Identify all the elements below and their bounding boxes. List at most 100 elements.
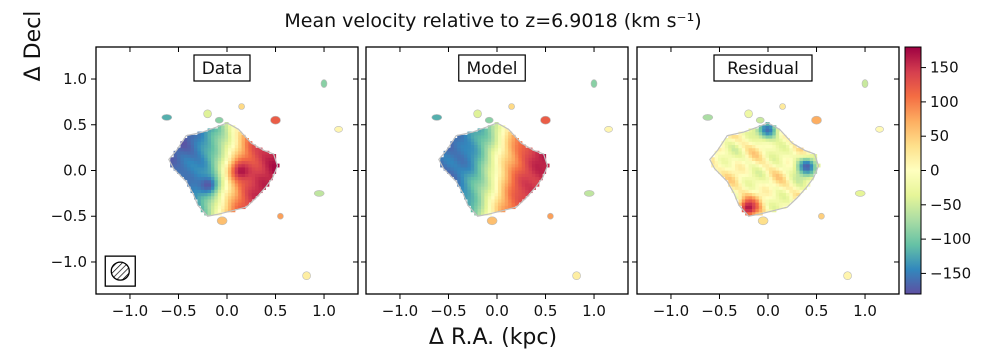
- satellite-clump: [270, 115, 281, 125]
- velocity-cell: [487, 160, 492, 165]
- velocity-cell: [748, 186, 753, 190]
- velocity-cell: [755, 163, 760, 168]
- velocity-cell: [467, 138, 472, 142]
- velocity-cell: [467, 192, 472, 197]
- velocity-cell: [504, 150, 509, 155]
- velocity-cell: [453, 144, 458, 149]
- velocity-cell: [221, 154, 226, 158]
- velocity-cell: [477, 131, 482, 136]
- velocity-cell: [480, 150, 485, 155]
- velocity-cell: [261, 186, 266, 190]
- velocity-cell: [194, 195, 199, 200]
- velocity-cell: [494, 173, 499, 178]
- velocity-cell: [518, 192, 523, 197]
- velocity-cell: [190, 170, 195, 174]
- velocity-cell: [210, 134, 215, 139]
- velocity-cell: [227, 138, 232, 142]
- velocity-cell: [768, 134, 773, 139]
- velocity-cell: [234, 205, 239, 210]
- velocity-cell: [207, 134, 212, 139]
- velocity-cell: [177, 147, 182, 152]
- velocity-cell: [484, 202, 489, 206]
- velocity-cell: [200, 138, 205, 142]
- velocity-cell: [738, 170, 743, 174]
- velocity-cell: [809, 154, 814, 158]
- velocity-cell: [775, 170, 780, 174]
- velocity-cell: [494, 147, 499, 152]
- velocity-cell: [785, 189, 790, 194]
- velocity-cell: [467, 176, 472, 181]
- velocity-cell: [238, 195, 243, 200]
- velocity-cell: [775, 202, 780, 206]
- velocity-cell: [207, 192, 212, 197]
- velocity-cell: [528, 150, 533, 155]
- velocity-cell: [755, 166, 760, 171]
- velocity-cell: [484, 160, 489, 165]
- velocity-cell: [796, 157, 801, 162]
- velocity-cell: [248, 154, 253, 158]
- velocity-cell: [251, 144, 256, 149]
- velocity-cell: [494, 125, 499, 130]
- velocity-cell: [748, 202, 753, 206]
- velocity-cell: [518, 195, 523, 200]
- velocity-cell: [238, 150, 243, 155]
- velocity-cell: [802, 157, 807, 162]
- velocity-cell: [762, 195, 767, 200]
- velocity-cell: [765, 186, 770, 190]
- velocity-cell: [768, 154, 773, 158]
- velocity-cell: [491, 150, 496, 155]
- velocity-cell: [187, 163, 192, 168]
- x-tick-label: 1.0: [853, 302, 877, 320]
- velocity-cell: [775, 189, 780, 194]
- velocity-cell: [214, 205, 219, 210]
- velocity-cell: [792, 192, 797, 197]
- velocity-cell: [255, 163, 260, 168]
- velocity-cell: [268, 154, 273, 158]
- velocity-cell: [487, 176, 492, 181]
- velocity-cell: [194, 173, 199, 178]
- velocity-cell: [762, 176, 767, 181]
- velocity-cell: [487, 195, 492, 200]
- velocity-cell: [765, 198, 770, 203]
- velocity-cell: [748, 154, 753, 158]
- velocity-cell: [768, 182, 773, 187]
- velocity-cell: [755, 138, 760, 142]
- velocity-cell: [491, 160, 496, 165]
- velocity-cell: [772, 192, 777, 197]
- velocity-cell: [200, 170, 205, 174]
- x-tick-label: −0.5: [160, 302, 196, 320]
- velocity-cell: [494, 138, 499, 142]
- velocity-cell: [241, 141, 246, 146]
- velocity-cell: [224, 192, 229, 197]
- velocity-cell: [724, 138, 729, 142]
- velocity-cell: [758, 186, 763, 190]
- velocity-cell: [738, 163, 743, 168]
- velocity-cell: [724, 154, 729, 158]
- velocity-cell: [762, 160, 767, 165]
- velocity-cell: [470, 186, 475, 190]
- velocity-cell: [497, 208, 502, 213]
- velocity-cell: [214, 208, 219, 213]
- velocity-cell: [765, 141, 770, 146]
- velocity-cell: [244, 182, 249, 187]
- velocity-cell: [782, 166, 787, 171]
- velocity-cell: [214, 176, 219, 181]
- velocity-cell: [491, 144, 496, 149]
- velocity-cell: [762, 150, 767, 155]
- emission-contour: [438, 122, 549, 217]
- velocity-cell: [194, 160, 199, 165]
- velocity-cell: [511, 205, 516, 210]
- velocity-cell: [467, 170, 472, 174]
- velocity-cell: [450, 166, 455, 171]
- velocity-cell: [221, 198, 226, 203]
- velocity-cell: [477, 208, 482, 213]
- velocity-cell: [241, 198, 246, 203]
- velocity-cell: [210, 208, 215, 213]
- velocity-cell: [487, 144, 492, 149]
- velocity-cell: [497, 205, 502, 210]
- velocity-cell: [745, 147, 750, 152]
- y-tick-label: 1.0: [63, 70, 87, 88]
- velocity-cell: [464, 186, 469, 190]
- velocity-cell: [724, 147, 729, 152]
- velocity-cell: [765, 122, 770, 126]
